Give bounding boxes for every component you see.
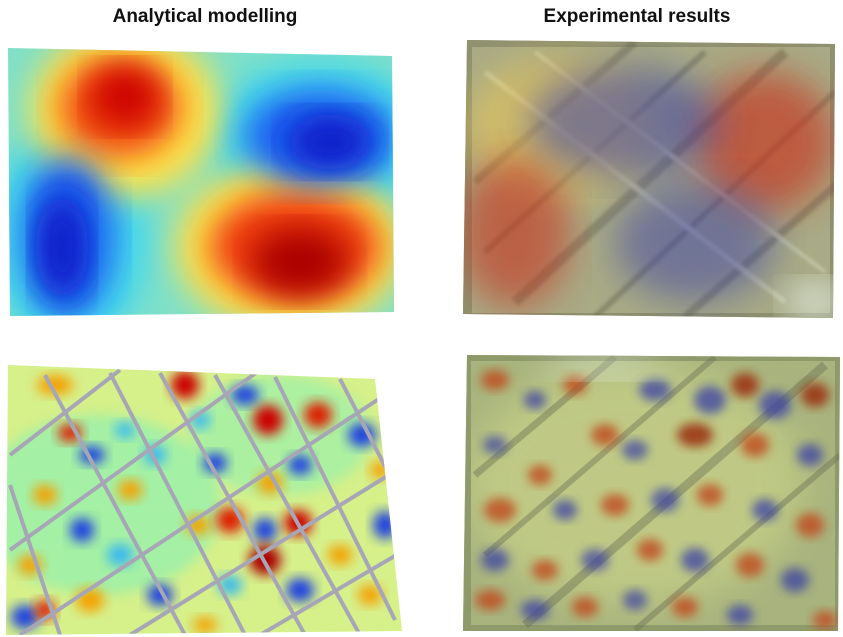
warm-wash <box>465 365 805 605</box>
hot-core-bottom <box>252 228 348 296</box>
analytical-modelling-title: Analytical modelling <box>112 6 298 27</box>
photo-frame <box>463 40 835 318</box>
hot-lobe-right <box>695 72 835 212</box>
mode-spots <box>475 370 837 629</box>
photo-frame <box>463 355 840 631</box>
experimental-mode-high-panel <box>463 355 840 631</box>
cool-core-left <box>36 195 88 299</box>
rib-lines <box>8 368 402 635</box>
analytical-mode-low-panel <box>8 48 394 316</box>
cool-core-right <box>288 114 372 170</box>
analytical-mode-high-panel <box>6 365 402 635</box>
hot-lobe-left <box>463 157 570 307</box>
photo-glare <box>545 355 665 377</box>
experimental-mode-low-panel <box>463 40 835 318</box>
experimental-results-title: Experimental results <box>543 6 731 27</box>
cool-lobe-top <box>530 67 720 177</box>
photo-glare <box>785 282 835 318</box>
hot-core-top <box>91 67 159 127</box>
cool-lobe-bottom <box>615 182 775 302</box>
